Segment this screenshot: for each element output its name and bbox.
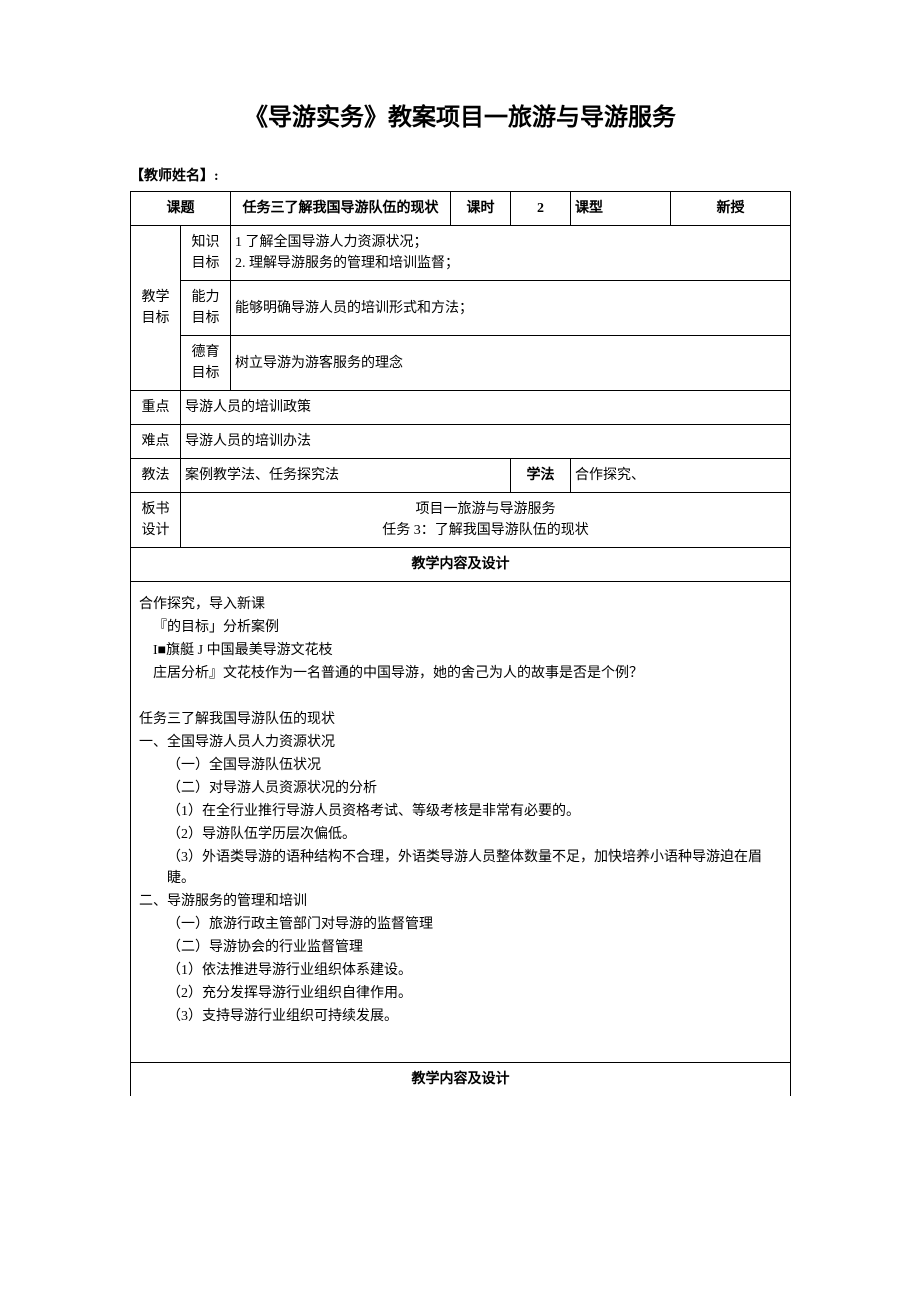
table-row: 能力目标 能够明确导游人员的培训形式和方法；: [131, 281, 791, 336]
page-title: 《导游实务》教案项目一旅游与导游服务: [130, 100, 790, 136]
content-line: I■旗艇 J 中国最美导游文花枝: [139, 640, 782, 661]
content-line: 庄居分析』文花枝作为一名普通的中国导游，她的舍己为人的故事是否是个例？: [139, 663, 782, 684]
difficulty-text: 导游人员的培训办法: [181, 425, 791, 459]
knowledge-goal-text: 1 了解全国导游人力资源状况； 2. 理解导游服务的管理和培训监督；: [231, 226, 791, 281]
type-label: 课型: [571, 192, 671, 226]
content-line: （一）全国导游队伍状况: [139, 755, 782, 776]
board-content: 项目一旅游与导游服务 任务 3：了解我国导游队伍的现状: [181, 493, 791, 548]
teacher-name-label: 【教师姓名】:: [130, 166, 790, 187]
table-row: 课题 任务三了解我国导游队伍的现状 课时 2 课型 新授: [131, 192, 791, 226]
learn-method-text: 合作探究、: [571, 459, 791, 493]
topic-value: 任务三了解我国导游队伍的现状: [231, 192, 451, 226]
difficulty-label: 难点: [131, 425, 181, 459]
ability-goal-label: 能力目标: [181, 281, 231, 336]
table-row: 重点 导游人员的培训政策: [131, 391, 791, 425]
keypoint-label: 重点: [131, 391, 181, 425]
section-header-1: 教学内容及设计: [131, 548, 791, 582]
goals-label: 教学目标: [131, 226, 181, 391]
content-line: （一）旅游行政主管部门对导游的监督管理: [139, 914, 782, 935]
type-value: 新授: [671, 192, 791, 226]
table-row: 难点 导游人员的培训办法: [131, 425, 791, 459]
content-line: 一、全国导游人员人力资源状况: [139, 732, 782, 753]
board-line2: 任务 3：了解我国导游队伍的现状: [185, 520, 786, 541]
lesson-plan-table: 课题 任务三了解我国导游队伍的现状 课时 2 课型 新授 教学目标 知识目标 1…: [130, 191, 791, 1096]
table-row: 教学目标 知识目标 1 了解全国导游人力资源状况； 2. 理解导游服务的管理和培…: [131, 226, 791, 281]
table-row: 教学内容及设计: [131, 1063, 791, 1097]
content-line: （2）导游队伍学历层次偏低。: [139, 824, 782, 845]
hours-label: 课时: [451, 192, 511, 226]
section-header-2: 教学内容及设计: [131, 1063, 791, 1097]
teach-method-label: 教法: [131, 459, 181, 493]
board-label: 板书设计: [131, 493, 181, 548]
ability-goal-text: 能够明确导游人员的培训形式和方法；: [231, 281, 791, 336]
content-line: 任务三了解我国导游队伍的现状: [139, 709, 782, 730]
content-line: （1）依法推进导游行业组织体系建设。: [139, 960, 782, 981]
content-line: 二、导游服务的管理和培训: [139, 891, 782, 912]
table-row: 教学内容及设计: [131, 548, 791, 582]
keypoint-text: 导游人员的培训政策: [181, 391, 791, 425]
knowledge-line1: 1 了解全国导游人力资源状况；: [235, 232, 786, 253]
knowledge-line2: 2. 理解导游服务的管理和培训监督；: [235, 253, 786, 274]
content-line: （二）对导游人员资源状况的分析: [139, 778, 782, 799]
table-row: 板书设计 项目一旅游与导游服务 任务 3：了解我国导游队伍的现状: [131, 493, 791, 548]
board-line1: 项目一旅游与导游服务: [185, 499, 786, 520]
content-line: 『的目标」分析案例: [139, 617, 782, 638]
learn-method-label: 学法: [511, 459, 571, 493]
moral-goal-text: 树立导游为游客服务的理念: [231, 336, 791, 391]
content-body: 合作探究，导入新课 『的目标」分析案例 I■旗艇 J 中国最美导游文花枝 庄居分…: [131, 582, 791, 1063]
knowledge-goal-label: 知识目标: [181, 226, 231, 281]
table-row: 德育目标 树立导游为游客服务的理念: [131, 336, 791, 391]
content-line: （1）在全行业推行导游人员资格考试、等级考核是非常有必要的。: [139, 801, 782, 822]
topic-label: 课题: [131, 192, 231, 226]
table-row: 教法 案例教学法、任务探究法 学法 合作探究、: [131, 459, 791, 493]
content-line: （二）导游协会的行业监督管理: [139, 937, 782, 958]
teach-method-text: 案例教学法、任务探究法: [181, 459, 511, 493]
hours-value: 2: [511, 192, 571, 226]
moral-goal-label: 德育目标: [181, 336, 231, 391]
content-line: （3）外语类导游的语种结构不合理，外语类导游人员整体数量不足，加快培养小语种导游…: [139, 847, 782, 889]
content-line: （2）充分发挥导游行业组织自律作用。: [139, 983, 782, 1004]
content-line: 合作探究，导入新课: [139, 594, 782, 615]
content-line: （3）支持导游行业组织可持续发展。: [139, 1006, 782, 1027]
table-row: 合作探究，导入新课 『的目标」分析案例 I■旗艇 J 中国最美导游文花枝 庄居分…: [131, 582, 791, 1063]
